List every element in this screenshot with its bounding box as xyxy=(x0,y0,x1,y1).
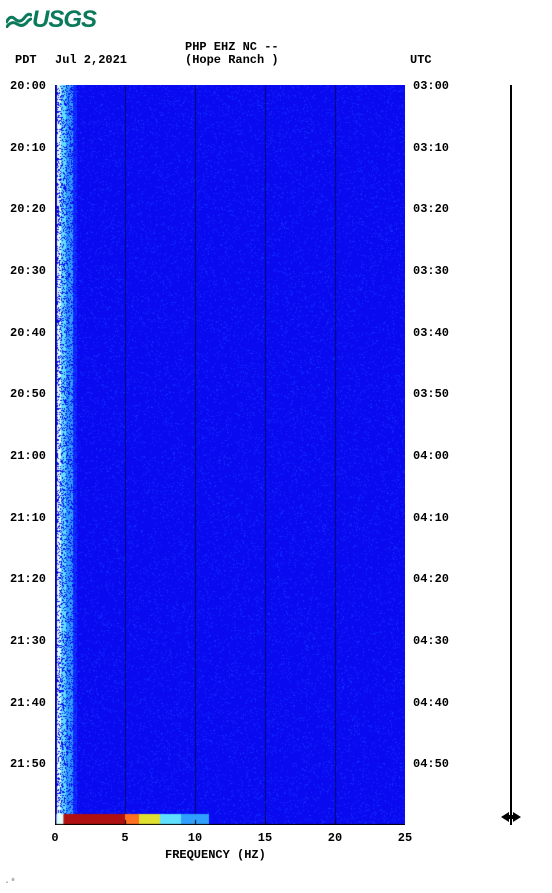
pdt-time-label: 20:00 xyxy=(10,79,46,93)
timeline-marker xyxy=(501,809,521,819)
pdt-time-label: 21:30 xyxy=(10,634,46,648)
utc-time-label: 04:30 xyxy=(413,634,449,648)
frequency-axis-title: FREQUENCY (HZ) xyxy=(165,848,266,862)
pdt-time-label: 20:10 xyxy=(10,141,46,155)
frequency-tick-label: 10 xyxy=(188,831,202,845)
utc-time-label: 03:50 xyxy=(413,387,449,401)
usgs-logo: USGS xyxy=(6,6,96,35)
station-line2: (Hope Ranch ) xyxy=(185,53,279,67)
tz-right-label: UTC xyxy=(410,53,432,67)
pdt-time-label: 21:40 xyxy=(10,696,46,710)
utc-time-label: 03:00 xyxy=(413,79,449,93)
pdt-time-label: 20:20 xyxy=(10,202,46,216)
utc-time-label: 04:50 xyxy=(413,757,449,771)
utc-time-label: 04:10 xyxy=(413,511,449,525)
pdt-time-label: 21:00 xyxy=(10,449,46,463)
utc-time-label: 04:20 xyxy=(413,572,449,586)
spectrogram-canvas xyxy=(55,85,405,825)
pdt-time-label: 21:10 xyxy=(10,511,46,525)
pdt-time-label: 21:20 xyxy=(10,572,46,586)
frequency-tick-label: 0 xyxy=(51,831,58,845)
date-label: Jul 2,2021 xyxy=(55,53,127,67)
footer-mark: ·* xyxy=(4,878,16,889)
utc-time-label: 04:00 xyxy=(413,449,449,463)
pdt-time-label: 21:50 xyxy=(10,757,46,771)
tz-left-label: PDT xyxy=(15,53,37,67)
frequency-tick-label: 5 xyxy=(121,831,128,845)
frequency-tick-label: 20 xyxy=(328,831,342,845)
pdt-time-label: 20:40 xyxy=(10,326,46,340)
utc-time-label: 03:20 xyxy=(413,202,449,216)
frequency-tick-label: 25 xyxy=(398,831,412,845)
frequency-tick-label: 15 xyxy=(258,831,272,845)
pdt-time-label: 20:50 xyxy=(10,387,46,401)
utc-time-label: 03:30 xyxy=(413,264,449,278)
utc-time-label: 03:10 xyxy=(413,141,449,155)
utc-time-label: 03:40 xyxy=(413,326,449,340)
usgs-wave-icon xyxy=(6,7,32,35)
usgs-logo-text: USGS xyxy=(32,6,96,33)
spectrogram-plot xyxy=(55,85,405,825)
timeline-bar xyxy=(510,85,512,825)
station-line1: PHP EHZ NC -- xyxy=(185,40,279,54)
pdt-time-label: 20:30 xyxy=(10,264,46,278)
utc-time-label: 04:40 xyxy=(413,696,449,710)
